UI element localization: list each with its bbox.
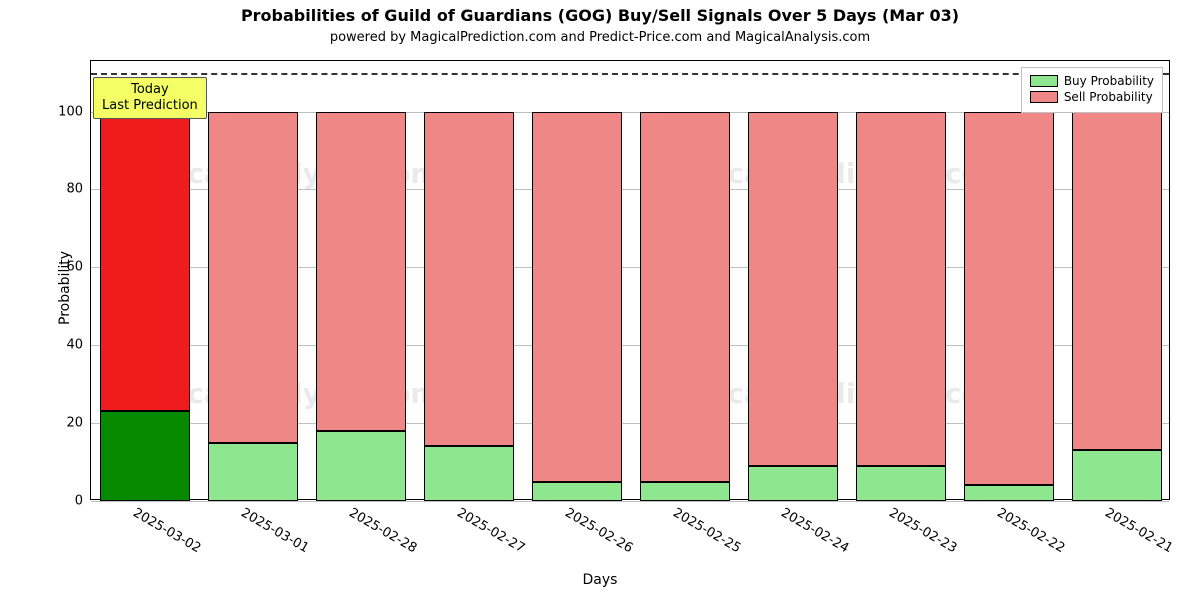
xtick-label: 2025-03-02 bbox=[130, 505, 203, 556]
chart-title: Probabilities of Guild of Guardians (GOG… bbox=[0, 6, 1200, 25]
sell-bar bbox=[532, 112, 623, 482]
xtick-label: 2025-02-26 bbox=[562, 505, 635, 556]
y-axis-label: Probability bbox=[57, 251, 73, 325]
sell-bar bbox=[100, 112, 191, 412]
chart-subtitle: powered by MagicalPrediction.com and Pre… bbox=[0, 30, 1200, 45]
buy-bar bbox=[208, 443, 299, 501]
dashed-guide-line bbox=[91, 73, 1169, 75]
ytick-label: 40 bbox=[66, 338, 91, 353]
ytick-label: 0 bbox=[75, 494, 91, 509]
buy-bar bbox=[964, 485, 1055, 501]
buy-bar bbox=[1072, 450, 1163, 501]
xtick-label: 2025-02-22 bbox=[994, 505, 1067, 556]
x-axis-label: Days bbox=[0, 572, 1200, 588]
legend-swatch-sell bbox=[1030, 91, 1058, 103]
sell-bar bbox=[856, 112, 947, 466]
callout-line-2: Last Prediction bbox=[102, 98, 198, 114]
plot-area: MagicalAnalysis.comMagicalPrediction.com… bbox=[90, 60, 1170, 500]
ytick-label: 20 bbox=[66, 416, 91, 431]
buy-bar bbox=[316, 431, 407, 501]
legend-row-buy: Buy Probability bbox=[1030, 74, 1154, 88]
buy-bar bbox=[856, 466, 947, 501]
ytick-label: 80 bbox=[66, 182, 91, 197]
legend-swatch-buy bbox=[1030, 75, 1058, 87]
buy-bar bbox=[532, 482, 623, 501]
xtick-label: 2025-02-24 bbox=[778, 505, 851, 556]
sell-bar bbox=[316, 112, 407, 431]
ytick-label: 100 bbox=[58, 104, 91, 119]
legend-row-sell: Sell Probability bbox=[1030, 90, 1154, 104]
legend: Buy Probability Sell Probability bbox=[1021, 67, 1163, 113]
buy-bar bbox=[100, 411, 191, 501]
xtick-label: 2025-03-01 bbox=[238, 505, 311, 556]
xtick-label: 2025-02-23 bbox=[886, 505, 959, 556]
xtick-label: 2025-02-25 bbox=[670, 505, 743, 556]
buy-bar bbox=[640, 482, 731, 501]
buy-bar bbox=[748, 466, 839, 501]
xtick-label: 2025-02-21 bbox=[1102, 505, 1175, 556]
sell-bar bbox=[424, 112, 515, 447]
sell-bar bbox=[964, 112, 1055, 486]
xtick-label: 2025-02-28 bbox=[346, 505, 419, 556]
sell-bar bbox=[748, 112, 839, 466]
legend-label-sell: Sell Probability bbox=[1064, 90, 1153, 104]
today-callout: Today Last Prediction bbox=[93, 77, 207, 120]
buy-bar bbox=[424, 446, 515, 501]
xtick-label: 2025-02-27 bbox=[454, 505, 527, 556]
gridline bbox=[91, 501, 1169, 502]
sell-bar bbox=[208, 112, 299, 443]
callout-line-1: Today bbox=[102, 82, 198, 98]
legend-label-buy: Buy Probability bbox=[1064, 74, 1154, 88]
sell-bar bbox=[640, 112, 731, 482]
sell-bar bbox=[1072, 112, 1163, 451]
